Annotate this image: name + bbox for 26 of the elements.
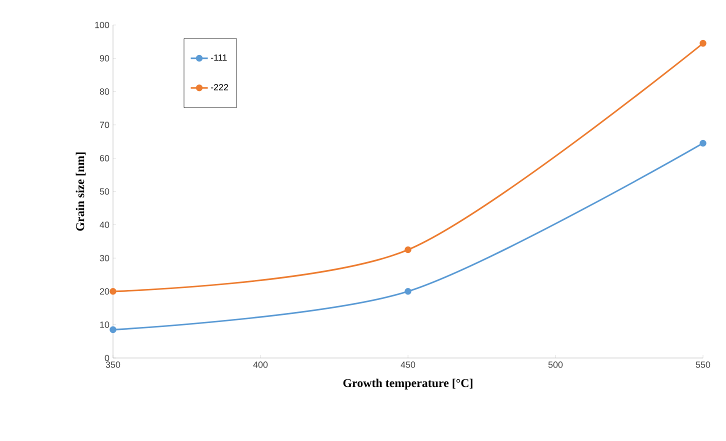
y-tick-label: 90 [100,55,110,62]
point [700,140,706,147]
x-tick-label: 400 [253,362,268,368]
point [110,288,116,295]
point [110,326,116,334]
point [404,246,412,254]
point [700,40,706,47]
x-tick-label: 350 [106,362,120,368]
y-tick-label: 70 [100,122,110,128]
y-tick-label: 40 [100,222,110,228]
y-tick-label: 10 [100,322,110,328]
point [404,288,412,295]
y-tick-label: 60 [100,155,110,162]
x-tick-label: 450 [400,362,416,368]
y-tick-label: 50 [100,188,110,195]
y-tick-label: 80 [100,88,110,95]
legend-label: -222 [210,84,228,90]
y-tick-label: 30 [100,254,110,262]
y-tick-label: 20 [100,288,110,295]
x-axis-title: Growth temperature [°C] [343,378,472,390]
x-tick-label: 500 [548,362,563,368]
y-tick-label: 100 [95,22,110,28]
y-tick-label: 0 [104,354,110,362]
legend-label: -111 [210,54,227,61]
x-tick-label: 550 [696,362,710,368]
y-axis-title: Grain size [nm] [76,152,86,231]
